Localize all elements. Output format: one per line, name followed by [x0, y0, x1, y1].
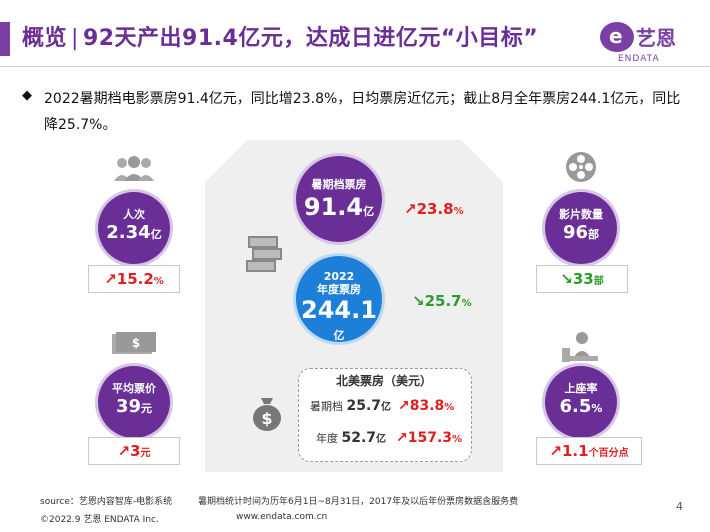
money-bag-icon: $: [253, 398, 281, 431]
avg-price-change: ↗3元: [88, 437, 180, 465]
up-arrow-icon: ↗: [398, 398, 410, 414]
svg-text:$: $: [261, 409, 272, 428]
occupancy-change: ↗1.1个百分点: [536, 437, 642, 465]
na-summer-change-value: 83.8: [409, 398, 445, 414]
summer-change-unit: %: [453, 206, 464, 217]
annual-change: ↘25.7%: [412, 292, 472, 310]
na-annual-change-unit: %: [452, 434, 463, 445]
people-icon: [114, 156, 154, 181]
title-left: 概览: [22, 26, 68, 51]
na-summer-row: 暑期档 25.7亿: [310, 398, 391, 414]
annual-box-office-circle: 2022 年度票房 244.1 亿: [296, 256, 382, 342]
down-arrow-icon: ↘: [560, 270, 573, 288]
attendance-unit: 亿: [150, 228, 162, 241]
logo-cn-text: 艺恩: [636, 26, 676, 50]
attendance-label: 人次: [123, 208, 145, 221]
down-arrow-icon: ↘: [412, 292, 425, 310]
film-count-label: 影片数量: [559, 208, 603, 221]
avg-price-circle: 平均票价 39元: [98, 366, 170, 438]
header-divider: [0, 66, 710, 67]
footer-url[interactable]: www.endata.com.cn: [236, 512, 328, 522]
annual-value: 244.1: [301, 296, 377, 324]
attendance-change: ↗15.2%: [88, 265, 180, 293]
attendance-value: 2.34: [106, 222, 151, 243]
na-summer-unit: 亿: [381, 402, 392, 413]
film-count-change-value: 33: [572, 270, 594, 288]
summer-change-value: 23.8: [416, 200, 454, 218]
footer-note: 暑期档统计时间为历年6月1日~8月31日，2017年及以后年份票房数据含服务费: [198, 497, 519, 507]
film-count-value: 96: [562, 222, 589, 243]
na-summer-change: ↗83.8%: [398, 398, 454, 414]
na-annual-change-value: 157.3: [407, 430, 453, 446]
occupancy-label: 上座率: [564, 382, 598, 395]
film-reel-icon: [566, 152, 596, 182]
summer-change: ↗23.8%: [404, 200, 464, 218]
logo-en-text: ENDATA: [618, 54, 660, 64]
annual-label-year: 2022: [323, 270, 355, 283]
summer-value: 91.4: [303, 193, 364, 221]
money-stack-icon: [246, 236, 282, 272]
na-annual-label: 年度: [316, 432, 338, 445]
annual-label-text: 年度票房: [317, 283, 361, 296]
logo-mark-icon: [600, 22, 634, 52]
page-number: 4: [676, 500, 683, 513]
svg-text:$: $: [132, 336, 140, 350]
occupancy-unit: %: [591, 402, 603, 415]
film-count-unit: 部: [588, 228, 600, 241]
seat-person-icon: [562, 332, 598, 362]
page-title: 概览 | 92天产出91.4亿元，达成日进亿元“小目标”: [22, 20, 538, 52]
avg-price-change-unit: 元: [140, 448, 151, 459]
footer-source: source：艺恩内容智库-电影系统: [40, 497, 173, 507]
title-right: 92天产出91.4亿元，达成日进亿元“小目标”: [82, 26, 539, 51]
occupancy-value: 6.5: [559, 396, 592, 417]
occupancy-change-unit: 个百分点: [588, 448, 629, 459]
na-annual-row: 年度 52.7亿: [316, 430, 386, 446]
panel-corner-right: [461, 140, 503, 182]
film-count-circle: 影片数量 96部: [545, 192, 617, 264]
summer-box-office-circle: 暑期档票房 91.4亿: [296, 156, 382, 242]
panel-corner-left: [205, 140, 247, 182]
na-annual-value: 52.7: [341, 430, 377, 446]
avg-price-change-value: 3: [130, 442, 141, 460]
up-arrow-icon: ↗: [396, 430, 408, 446]
avg-price-label: 平均票价: [112, 382, 156, 395]
annual-change-value: 25.7: [424, 292, 462, 310]
summary-text: 2022暑期档电影票房91.4亿元，同比增23.8%，日均票房近亿元；截止8月全…: [44, 91, 681, 133]
annual-unit: 亿: [333, 329, 345, 342]
title-separator: |: [71, 26, 79, 51]
attendance-change-value: 15.2: [116, 270, 154, 288]
avg-price-value: 39: [115, 396, 142, 417]
footer-copyright: ©2022.9 艺恩 ENDATA Inc.: [40, 515, 159, 525]
north-america-title: 北美票房（美元）: [335, 374, 432, 388]
up-arrow-icon: ↗: [104, 270, 117, 288]
na-summer-value: 25.7: [346, 398, 382, 414]
annual-change-unit: %: [461, 298, 472, 309]
film-count-change-unit: 部: [593, 276, 604, 287]
summary-bullet: ◆: [22, 88, 32, 103]
summer-label: 暑期档票房: [311, 178, 367, 191]
avg-price-unit: 元: [141, 402, 153, 415]
na-annual-unit: 亿: [376, 434, 387, 445]
na-summer-change-unit: %: [444, 402, 455, 413]
cash-icon: $: [112, 332, 156, 354]
film-count-change: ↘33部: [536, 265, 628, 293]
summer-unit: 亿: [363, 205, 375, 218]
title-accent-bar: [0, 22, 10, 56]
up-arrow-icon: ↗: [117, 442, 131, 460]
north-america-box: [298, 368, 472, 462]
attendance-circle: 人次 2.34亿: [98, 192, 170, 264]
up-arrow-icon: ↗: [404, 200, 417, 218]
na-annual-change: ↗157.3%: [396, 430, 462, 446]
occupancy-circle: 上座率 6.5%: [545, 366, 617, 438]
na-summer-label: 暑期档: [310, 400, 343, 413]
endata-logo: 艺恩 ENDATA: [600, 20, 686, 64]
occupancy-change-value: 1.1: [562, 442, 589, 460]
up-arrow-icon: ↗: [549, 442, 562, 460]
attendance-change-unit: %: [153, 276, 164, 287]
